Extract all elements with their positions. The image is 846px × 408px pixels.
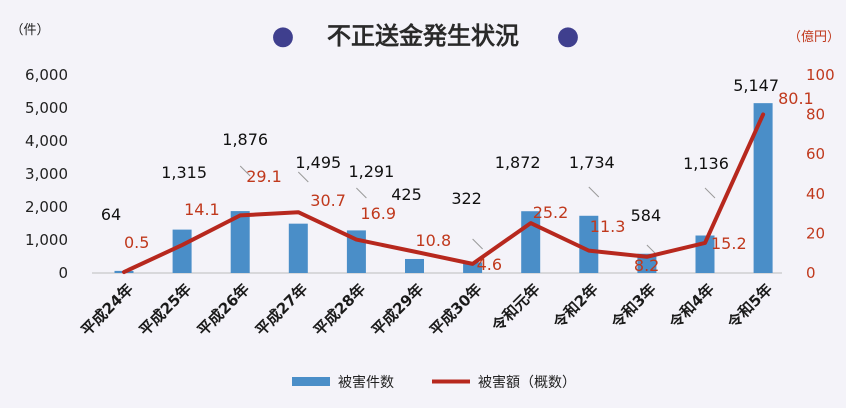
line-data-labels: 0.5 14.1 29.1 30.7 16.9 10.8 4.6 25.2 11.3 8.2 15.… xyxy=(124,89,814,275)
left-axis-tick-label: 4,000 xyxy=(25,132,68,150)
bars-group xyxy=(114,103,773,273)
category-label: 平成25年 xyxy=(136,280,195,339)
line-value-label: 11.3 xyxy=(590,217,626,236)
left-axis-ticks: 0 1,000 2,000 3,000 4,000 5,000 6,000 xyxy=(25,66,68,282)
bar xyxy=(288,223,308,273)
left-axis-tick-label: 5,000 xyxy=(25,99,68,117)
bar-value-label: 1,872 xyxy=(495,153,541,172)
category-labels: 平成24年平成25年平成26年平成27年平成28年平成29年平成30年 令和元年令… xyxy=(78,280,776,339)
legend: 被害件数 被害額（概数） xyxy=(292,375,576,391)
title-bullet-left: ● xyxy=(272,21,295,51)
left-axis-tick-label: 6,000 xyxy=(25,66,68,84)
legend-label-bar: 被害件数 xyxy=(338,375,394,391)
chart-title: 不正送金発生状況 xyxy=(327,22,519,50)
category-label: 平成28年 xyxy=(310,280,369,339)
line-value-label: 4.6 xyxy=(477,255,502,274)
category-label: 令和2年 xyxy=(550,280,602,332)
category-label: 平成29年 xyxy=(368,280,427,339)
line-value-label: 0.5 xyxy=(124,233,149,252)
category-label: 平成27年 xyxy=(252,280,311,339)
line-value-label: 8.2 xyxy=(634,256,659,275)
bar xyxy=(637,253,657,273)
legend-swatch-bar xyxy=(292,377,330,386)
left-axis-unit: （件） xyxy=(10,23,49,38)
right-axis-tick-label: 80 xyxy=(806,106,825,124)
left-axis-tick-label: 3,000 xyxy=(25,165,68,183)
line-value-label: 16.9 xyxy=(360,204,396,223)
left-axis-tick-label: 2,000 xyxy=(25,198,68,216)
bar-value-label: 1,291 xyxy=(348,162,394,181)
bar-value-label: 1,876 xyxy=(222,130,268,149)
bar-value-label: 1,315 xyxy=(161,163,207,182)
line-value-label: 10.8 xyxy=(416,231,452,250)
bar xyxy=(463,262,483,273)
category-label: 令和4年 xyxy=(666,280,718,332)
category-label: 平成26年 xyxy=(194,280,253,339)
category-label: 令和3年 xyxy=(608,280,660,332)
line-value-label: 29.1 xyxy=(246,167,282,186)
series-line-damage xyxy=(122,112,766,275)
bar xyxy=(230,211,250,273)
category-label: 令和5年 xyxy=(724,280,776,332)
bar xyxy=(405,258,424,273)
bar-data-labels: 64 1,315 1,876 1,495 1,291 425 322 1,872 1,734 58… xyxy=(101,76,779,225)
bar-value-label: 1,495 xyxy=(295,153,341,172)
right-axis-tick-label: 20 xyxy=(806,224,825,242)
bar-value-label: 322 xyxy=(451,189,482,208)
bar-value-label: 425 xyxy=(391,185,422,204)
line-value-label: 25.2 xyxy=(533,203,569,222)
line-value-label: 30.7 xyxy=(310,191,346,210)
leader-line xyxy=(704,187,716,199)
bar-value-label: 64 xyxy=(101,205,121,224)
line-value-label: 80.1 xyxy=(778,89,814,108)
leader-line xyxy=(297,171,309,183)
line-value-label: 15.2 xyxy=(711,234,747,253)
leader-line xyxy=(588,186,600,198)
right-axis-tick-label: 0 xyxy=(806,264,816,282)
category-label: 平成30年 xyxy=(426,280,485,339)
left-axis-tick-label: 0 xyxy=(58,264,68,282)
bar-value-label: 1,734 xyxy=(569,153,615,172)
leader-line xyxy=(239,165,251,177)
chart-title-group: ● 不正送金発生状況 ● xyxy=(272,21,580,51)
leader-line xyxy=(356,187,367,199)
line-value-label: 14.1 xyxy=(184,200,220,219)
right-axis-tick-label: 40 xyxy=(806,185,825,203)
bar-value-label: 1,136 xyxy=(683,154,729,173)
bar-value-label: 584 xyxy=(631,206,662,225)
bar xyxy=(753,103,773,273)
bar xyxy=(579,215,599,273)
legend-label-line: 被害額（概数） xyxy=(478,375,576,391)
category-label: 令和元年 xyxy=(488,280,543,335)
right-axis-unit: （億円） xyxy=(788,29,840,45)
right-axis-tick-label: 100 xyxy=(806,66,835,84)
bar-value-label: 5,147 xyxy=(733,76,779,95)
bar xyxy=(172,229,192,273)
leader-lines xyxy=(239,165,716,256)
title-bullet-right: ● xyxy=(557,21,580,51)
leader-line xyxy=(472,238,483,250)
right-axis-ticks: 0 20 40 60 80 100 xyxy=(806,66,835,282)
category-label: 平成24年 xyxy=(78,280,137,339)
left-axis-tick-label: 1,000 xyxy=(25,231,68,249)
right-axis-tick-label: 60 xyxy=(806,145,825,163)
